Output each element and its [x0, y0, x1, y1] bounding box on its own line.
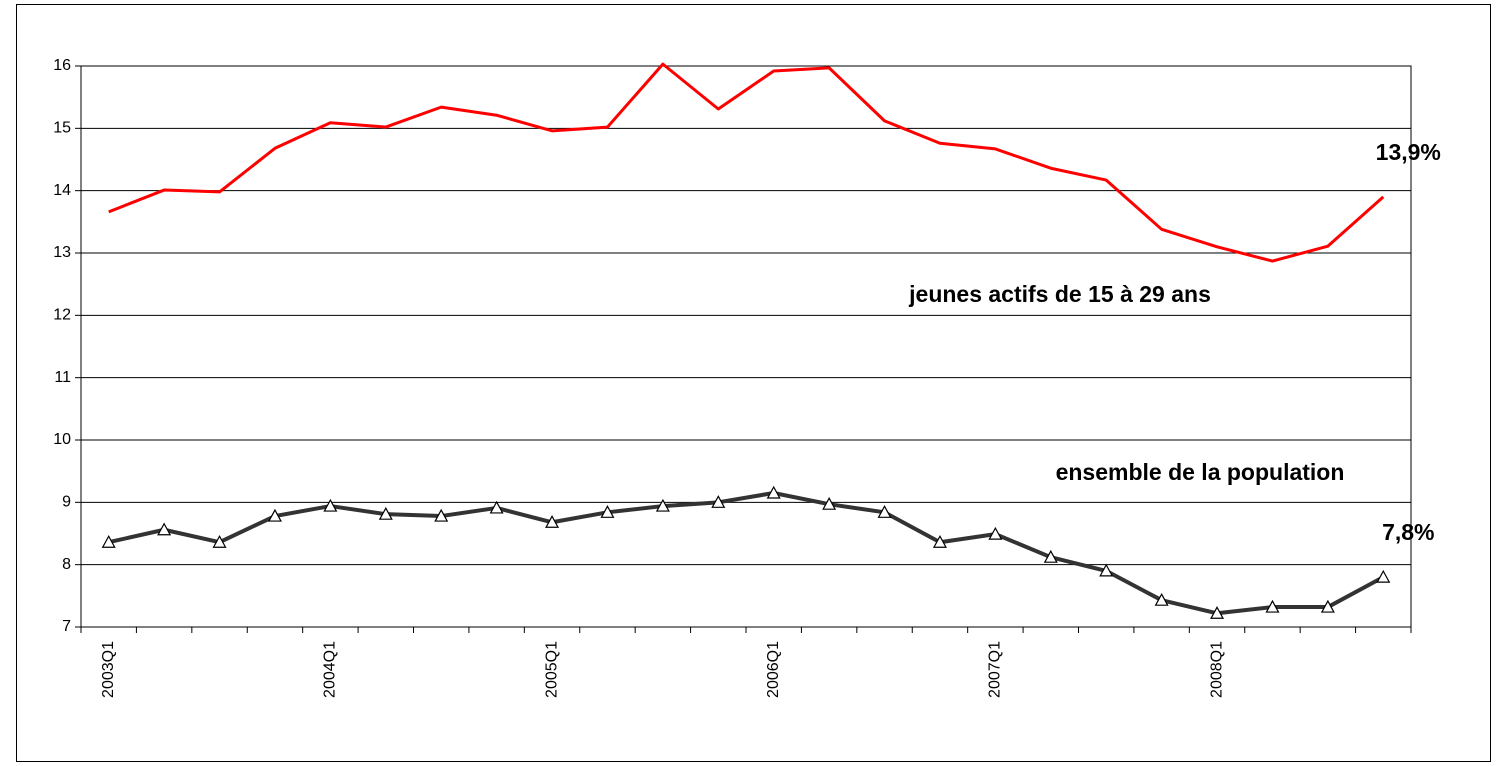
point-marker [766, 485, 781, 499]
y-tick-label: 12 [53, 307, 71, 324]
annotation: ensemble de la population [1056, 459, 1345, 485]
x-tick-label: 2007Q1 [987, 641, 1004, 698]
point-marker [267, 508, 282, 522]
point-marker [932, 534, 947, 548]
point-marker [1210, 606, 1225, 619]
point-marker [157, 522, 172, 536]
point-marker [545, 515, 560, 528]
x-tick-label: 2005Q1 [543, 641, 560, 698]
point-marker [378, 506, 393, 520]
y-tick-label: 7 [62, 618, 71, 635]
point-marker [489, 500, 504, 514]
point-marker [1043, 549, 1058, 563]
point-marker [822, 496, 837, 510]
y-tick-label: 14 [53, 182, 71, 199]
y-tick-label: 15 [53, 120, 71, 137]
point-marker [101, 534, 116, 548]
value-label: 13,9% [1376, 139, 1441, 165]
x-tick-label: 2008Q1 [1208, 641, 1225, 698]
y-tick-label: 8 [62, 556, 71, 573]
point-marker [434, 508, 449, 522]
x-tick-label: 2004Q1 [322, 641, 339, 698]
point-marker [988, 526, 1003, 540]
chart-frame [16, 4, 1491, 762]
annotation: jeunes actifs de 15 à 29 ans [908, 281, 1211, 307]
point-marker [1265, 599, 1280, 613]
point-marker [1320, 599, 1335, 613]
x-tick-label: 2006Q1 [765, 641, 782, 698]
y-tick-label: 16 [53, 57, 71, 74]
point-marker [655, 498, 670, 512]
series-line [108, 62, 1385, 263]
point-marker [1376, 569, 1391, 583]
point-marker [212, 534, 227, 548]
point-marker [600, 505, 615, 518]
point-marker [877, 505, 892, 518]
y-tick-label: 9 [62, 494, 71, 511]
point-marker [1099, 563, 1114, 577]
point-marker [1154, 592, 1169, 606]
point-marker [711, 495, 726, 508]
y-tick-label: 13 [53, 244, 71, 261]
value-label: 7,8% [1382, 519, 1434, 545]
x-tick-label: 2003Q1 [100, 641, 117, 698]
point-marker [323, 498, 338, 512]
series-line [108, 490, 1385, 616]
y-tick-label: 11 [54, 369, 71, 386]
y-tick-label: 10 [53, 431, 71, 448]
